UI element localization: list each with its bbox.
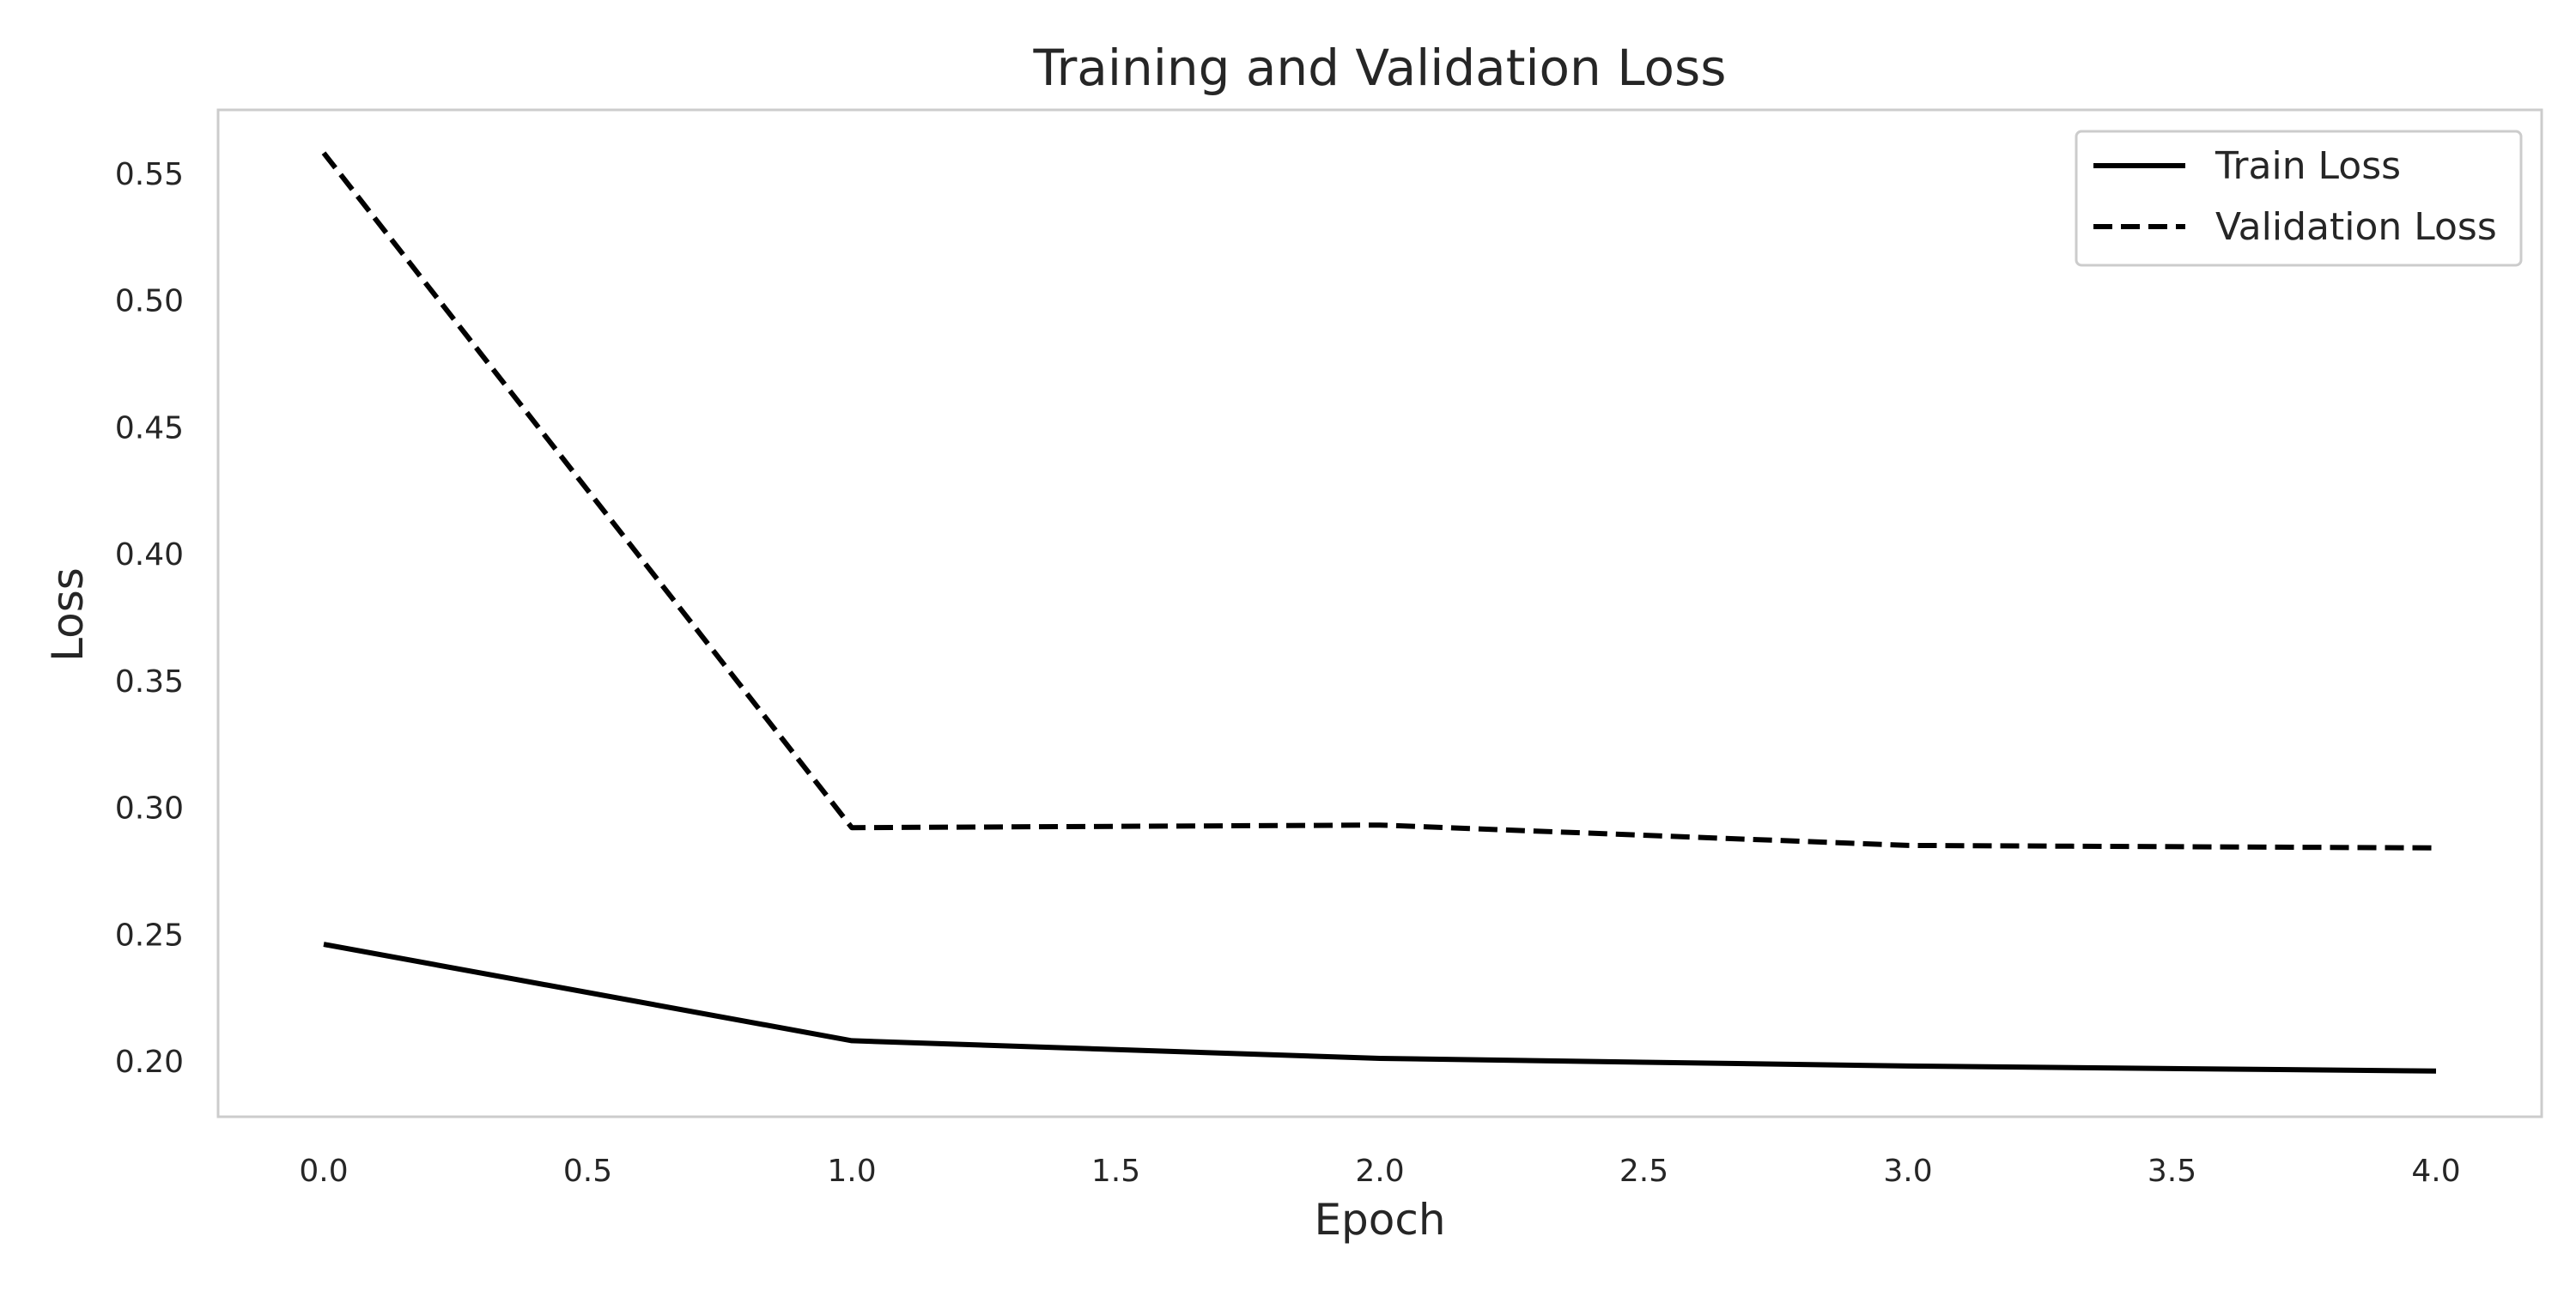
validation-loss-line	[321, 151, 2437, 851]
x-tick-label: 1.5	[1091, 1154, 1140, 1189]
x-tick-label: 2.5	[1619, 1154, 1668, 1189]
y-tick-label: 0.35	[115, 664, 184, 700]
plot-frame	[216, 108, 2543, 1118]
legend-train-label: Train Loss	[2215, 144, 2401, 188]
y-tick-label: 0.40	[115, 537, 184, 573]
x-tick-label: 4.0	[2411, 1154, 2460, 1189]
train-loss-line	[323, 942, 2437, 1074]
x-axis-label: Epoch	[1314, 1195, 1445, 1245]
x-tick-label: 1.0	[827, 1154, 876, 1189]
y-tick-label: 0.30	[115, 791, 184, 827]
x-tick-label: 3.0	[1883, 1154, 1932, 1189]
legend-frame	[2075, 130, 2523, 267]
x-tick-label: 2.0	[1355, 1154, 1404, 1189]
x-tick-label: 0.5	[563, 1154, 612, 1189]
y-tick-label: 0.50	[115, 284, 184, 319]
y-tick-label: 0.25	[115, 918, 184, 953]
x-tick-label: 3.5	[2148, 1154, 2196, 1189]
y-axis-label: Loss	[43, 567, 93, 662]
chart-title: Training and Validation Loss	[1033, 39, 1727, 97]
x-axis-ticks: 0.0 0.5 1.0 1.5 2.0 2.5 3.0 3.5 4.0	[299, 1154, 2460, 1189]
y-tick-label: 0.55	[115, 157, 184, 192]
series-layer	[321, 151, 2437, 1074]
legend: Train Loss Validation Loss	[2075, 130, 2523, 267]
legend-validation-label: Validation Loss	[2215, 205, 2497, 249]
y-tick-label: 0.20	[115, 1045, 184, 1080]
y-axis-ticks: 0.20 0.25 0.30 0.35 0.40 0.45 0.50 0.55	[115, 157, 184, 1080]
y-tick-label: 0.45	[115, 410, 184, 445]
x-tick-label: 0.0	[299, 1154, 348, 1189]
